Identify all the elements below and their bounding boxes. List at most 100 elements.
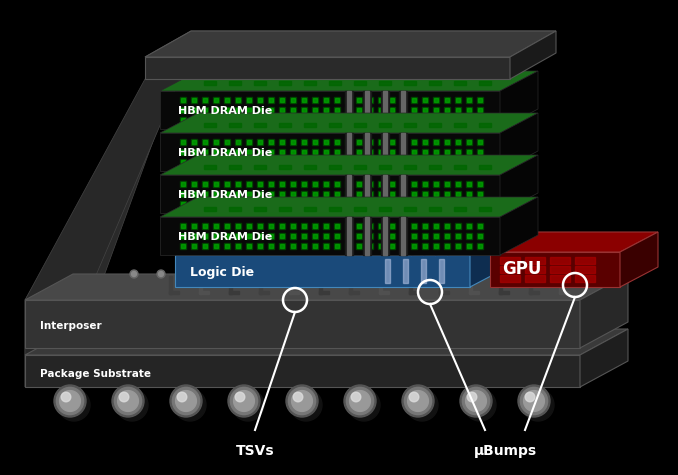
Bar bbox=[279, 81, 291, 85]
Bar bbox=[429, 165, 441, 169]
Bar bbox=[204, 165, 216, 169]
Bar bbox=[268, 149, 274, 155]
Bar bbox=[357, 234, 361, 238]
Bar bbox=[268, 233, 274, 239]
Bar bbox=[224, 233, 230, 239]
Bar bbox=[345, 201, 351, 207]
Polygon shape bbox=[470, 235, 508, 287]
Bar bbox=[456, 202, 460, 206]
Bar bbox=[379, 118, 383, 122]
Bar bbox=[477, 117, 483, 123]
Bar bbox=[302, 244, 306, 248]
Bar bbox=[313, 234, 317, 238]
Bar bbox=[445, 224, 449, 228]
Bar bbox=[224, 149, 230, 155]
Bar bbox=[199, 276, 202, 294]
Bar bbox=[466, 223, 472, 229]
Bar bbox=[203, 192, 207, 196]
Bar bbox=[323, 233, 329, 239]
Bar bbox=[291, 140, 295, 144]
Bar bbox=[390, 150, 394, 154]
Bar bbox=[254, 81, 266, 85]
Bar bbox=[379, 244, 383, 248]
Text: μBumps: μBumps bbox=[473, 444, 536, 458]
Bar bbox=[434, 140, 438, 144]
Circle shape bbox=[290, 389, 322, 421]
Circle shape bbox=[292, 270, 300, 278]
Bar bbox=[258, 202, 262, 206]
Bar bbox=[477, 243, 483, 249]
Bar bbox=[268, 107, 274, 113]
Bar bbox=[213, 149, 219, 155]
Bar bbox=[290, 191, 296, 197]
Bar bbox=[356, 139, 362, 145]
Bar bbox=[214, 108, 218, 112]
Bar bbox=[236, 140, 240, 144]
Polygon shape bbox=[145, 31, 556, 57]
Bar bbox=[235, 117, 241, 123]
Bar bbox=[190, 266, 195, 276]
Bar bbox=[235, 201, 241, 207]
Bar bbox=[379, 182, 383, 186]
Bar bbox=[467, 234, 471, 238]
Circle shape bbox=[319, 270, 327, 278]
Bar bbox=[224, 107, 230, 113]
Bar bbox=[433, 97, 439, 103]
Bar bbox=[258, 160, 262, 164]
Bar bbox=[367, 181, 373, 187]
Bar bbox=[363, 91, 371, 129]
Circle shape bbox=[464, 389, 496, 421]
Bar bbox=[334, 243, 340, 249]
Bar bbox=[323, 181, 329, 187]
Bar bbox=[247, 98, 251, 102]
Bar bbox=[304, 81, 316, 85]
Bar bbox=[214, 98, 218, 102]
Bar bbox=[345, 159, 351, 165]
Bar bbox=[246, 233, 252, 239]
Bar bbox=[347, 217, 351, 255]
Bar bbox=[422, 139, 428, 145]
Bar bbox=[213, 117, 219, 123]
Bar bbox=[290, 201, 296, 207]
Bar bbox=[213, 97, 219, 103]
Bar bbox=[302, 150, 306, 154]
Text: Logic Die: Logic Die bbox=[190, 266, 254, 279]
Bar bbox=[345, 243, 351, 249]
Polygon shape bbox=[500, 113, 538, 171]
Bar bbox=[192, 224, 196, 228]
Bar bbox=[191, 97, 197, 103]
Bar bbox=[225, 140, 229, 144]
Bar bbox=[301, 223, 307, 229]
Bar bbox=[191, 107, 197, 113]
Bar bbox=[466, 191, 472, 197]
Bar bbox=[312, 97, 318, 103]
Bar bbox=[367, 139, 373, 145]
Bar bbox=[280, 234, 284, 238]
Bar bbox=[313, 244, 317, 248]
Bar bbox=[412, 150, 416, 154]
Bar bbox=[269, 140, 273, 144]
Bar bbox=[191, 223, 197, 229]
Bar bbox=[401, 244, 405, 248]
Bar bbox=[180, 139, 186, 145]
Bar bbox=[367, 201, 373, 207]
Bar bbox=[258, 140, 262, 144]
Bar bbox=[434, 98, 438, 102]
Bar bbox=[422, 181, 428, 187]
Bar bbox=[423, 118, 427, 122]
Bar bbox=[225, 98, 229, 102]
Bar bbox=[180, 191, 186, 197]
Bar bbox=[368, 224, 372, 228]
Bar bbox=[367, 223, 373, 229]
Bar bbox=[236, 202, 240, 206]
Bar bbox=[399, 175, 407, 213]
Bar bbox=[399, 217, 407, 255]
Bar bbox=[291, 192, 295, 196]
Bar bbox=[445, 98, 449, 102]
Bar bbox=[434, 160, 438, 164]
Bar bbox=[302, 192, 306, 196]
Bar bbox=[378, 97, 384, 103]
Bar bbox=[455, 107, 461, 113]
Bar bbox=[378, 201, 384, 207]
Bar bbox=[301, 97, 307, 103]
